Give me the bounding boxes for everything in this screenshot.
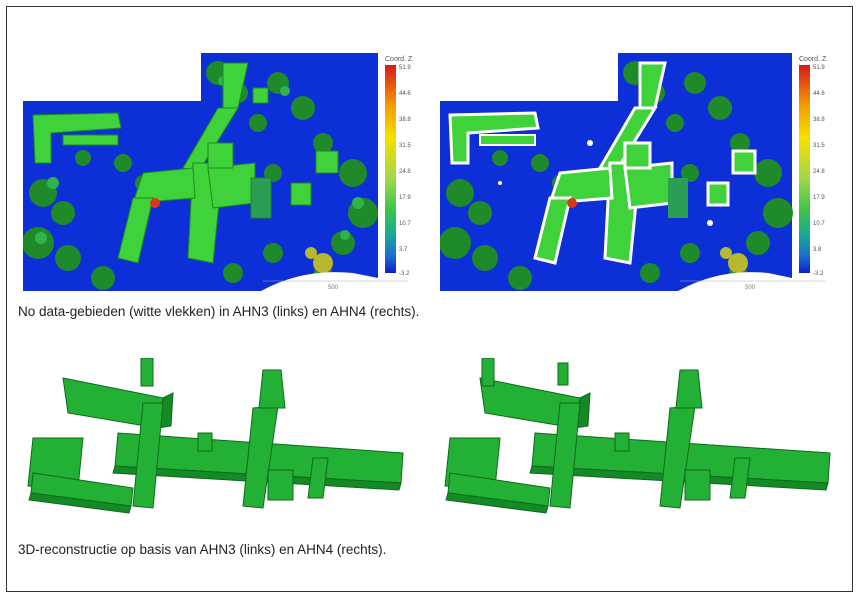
- legend-tick: 24.8: [399, 169, 411, 175]
- legend-tick: 10.7: [813, 221, 825, 227]
- legend-tick: 10.7: [399, 221, 411, 227]
- scale-label: 500: [745, 285, 756, 291]
- legend-tick: 51.9: [813, 65, 825, 71]
- legend-tick: 3.8: [813, 247, 822, 253]
- scale-label: 500: [328, 285, 339, 291]
- legend-tick: 24.8: [813, 169, 825, 175]
- legend-tick: 38.8: [399, 117, 411, 123]
- figure2-caption: 3D-reconstructie op basis van AHN3 (link…: [18, 542, 387, 557]
- ahn4-3d-reconstruction: [440, 358, 842, 518]
- legend-title: Coord. Z: [385, 56, 413, 63]
- ahn3-pointcloud-map: Coord. Z 51.9 44.6 38.8 31.5 24.8 17.9 1…: [23, 53, 425, 291]
- legend-tick: -3.2: [399, 271, 410, 277]
- legend-tick: 31.5: [813, 143, 825, 149]
- legend-title: Coord. Z: [799, 56, 827, 63]
- legend-tick: 31.5: [399, 143, 411, 149]
- colormap-bar: [799, 65, 810, 273]
- ahn3-3d-reconstruction: [23, 358, 431, 518]
- ahn4-pointcloud-map: Coord. Z 51.9 44.6 38.8 31.5 24.8 17.9 1…: [440, 53, 840, 291]
- legend-tick: 17.9: [399, 195, 411, 201]
- legend-tick: -3.2: [813, 271, 824, 277]
- legend-tick: 38.8: [813, 117, 825, 123]
- legend-tick: 44.6: [399, 91, 411, 97]
- figure1-caption: No data-gebieden (witte vlekken) in AHN3…: [18, 304, 420, 319]
- legend-tick: 3.7: [399, 247, 408, 253]
- colormap-bar: [385, 65, 396, 273]
- legend-ticks: 51.9 44.6 38.8 31.5 24.8 17.9 10.7 3.7 -…: [399, 65, 411, 277]
- legend-tick: 44.6: [813, 91, 825, 97]
- legend-tick: 17.9: [813, 195, 825, 201]
- legend-tick: 51.9: [399, 65, 411, 71]
- legend-ticks: 51.9 44.6 38.8 31.5 24.8 17.9 10.7 3.8 -…: [813, 65, 825, 277]
